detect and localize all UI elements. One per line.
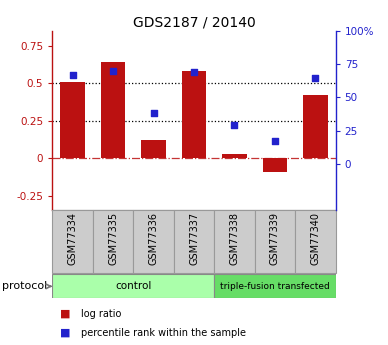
Point — [272, 138, 278, 144]
Bar — [182, 71, 206, 158]
Text: control: control — [115, 282, 151, 291]
Text: ■: ■ — [60, 309, 71, 319]
Bar — [52, 274, 214, 298]
Text: GSM77337: GSM77337 — [189, 212, 199, 265]
Text: protocol: protocol — [2, 282, 47, 291]
Bar — [303, 95, 327, 158]
Bar — [263, 158, 287, 171]
Text: GSM77339: GSM77339 — [270, 212, 280, 265]
Bar — [214, 210, 255, 273]
Text: ■: ■ — [60, 328, 71, 338]
Bar — [61, 82, 85, 158]
Bar — [52, 210, 93, 273]
Bar — [174, 210, 214, 273]
Text: triple-fusion transfected: triple-fusion transfected — [220, 282, 330, 291]
Text: log ratio: log ratio — [81, 309, 122, 319]
Point — [151, 111, 157, 116]
Text: GSM77338: GSM77338 — [229, 212, 239, 265]
Text: percentile rank within the sample: percentile rank within the sample — [81, 328, 246, 338]
Bar — [295, 210, 336, 273]
Bar — [222, 154, 247, 158]
Text: GSM77335: GSM77335 — [108, 212, 118, 265]
Point — [110, 68, 116, 74]
Title: GDS2187 / 20140: GDS2187 / 20140 — [133, 16, 255, 30]
Point — [231, 122, 237, 128]
Point — [191, 69, 197, 75]
Text: GSM77340: GSM77340 — [310, 212, 320, 265]
Bar — [101, 62, 125, 158]
Bar — [214, 274, 336, 298]
Text: GSM77334: GSM77334 — [68, 212, 78, 265]
Point — [69, 72, 76, 78]
Bar — [255, 210, 295, 273]
Bar — [93, 210, 133, 273]
Bar — [133, 210, 174, 273]
Point — [312, 75, 319, 80]
Text: GSM77336: GSM77336 — [149, 212, 159, 265]
Bar — [141, 140, 166, 158]
